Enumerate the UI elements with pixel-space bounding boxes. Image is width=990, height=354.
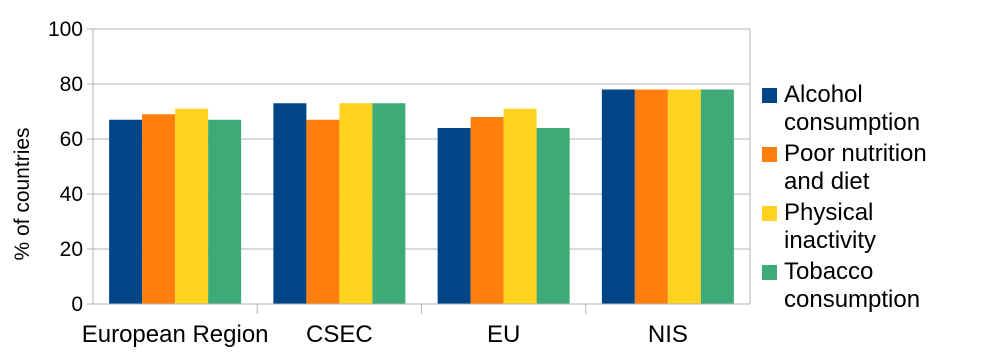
bar xyxy=(142,114,176,304)
legend: Alcohol consumption Poor nutrition and di… xyxy=(762,81,990,317)
legend-item: Physical inactivity xyxy=(762,199,990,255)
legend-label: Physical inactivity xyxy=(784,199,877,254)
bar xyxy=(109,119,143,304)
legend-label: Tobacco consumption xyxy=(784,258,921,313)
legend-label: Poor nutrition and diet xyxy=(784,140,927,195)
legend-item: Poor nutrition and diet xyxy=(762,140,990,196)
bar xyxy=(470,117,504,304)
y-axis-label: % of countries xyxy=(11,127,34,260)
bar xyxy=(536,128,570,304)
legend-swatch xyxy=(762,147,777,162)
x-category-labels: European Region CSEC EU NIS xyxy=(82,321,688,348)
bar xyxy=(667,89,701,304)
x-category-label: European Region xyxy=(82,321,269,348)
axes xyxy=(87,28,751,314)
bar xyxy=(175,108,209,304)
legend-label: Alcohol consumption xyxy=(784,81,921,136)
y-tick-label: 80 xyxy=(60,73,83,96)
bar xyxy=(503,108,537,304)
bar xyxy=(437,128,471,304)
y-tick-label: 0 xyxy=(71,293,83,316)
x-category-label: CSEC xyxy=(306,321,373,348)
legend-swatch xyxy=(762,88,777,103)
legend-item: Alcohol consumption xyxy=(762,81,990,137)
y-tick-labels: 0 20 40 60 80 100 xyxy=(48,18,83,316)
legend-item: Tobacco consumption xyxy=(762,258,990,314)
bar xyxy=(700,89,734,304)
bar xyxy=(208,119,242,304)
x-category-label: NIS xyxy=(648,321,688,348)
x-category-label: EU xyxy=(487,321,520,348)
bar xyxy=(273,103,307,304)
bar xyxy=(601,89,635,304)
bar xyxy=(634,89,668,304)
y-tick-label: 60 xyxy=(60,128,83,151)
bar xyxy=(339,103,373,304)
y-tick-label: 40 xyxy=(60,183,83,206)
legend-swatch xyxy=(762,206,777,221)
bar xyxy=(306,119,340,304)
y-tick-label: 20 xyxy=(60,238,83,261)
y-tick-label: 100 xyxy=(48,18,83,41)
bar xyxy=(372,103,406,304)
bars xyxy=(109,89,734,304)
legend-swatch xyxy=(762,265,777,280)
